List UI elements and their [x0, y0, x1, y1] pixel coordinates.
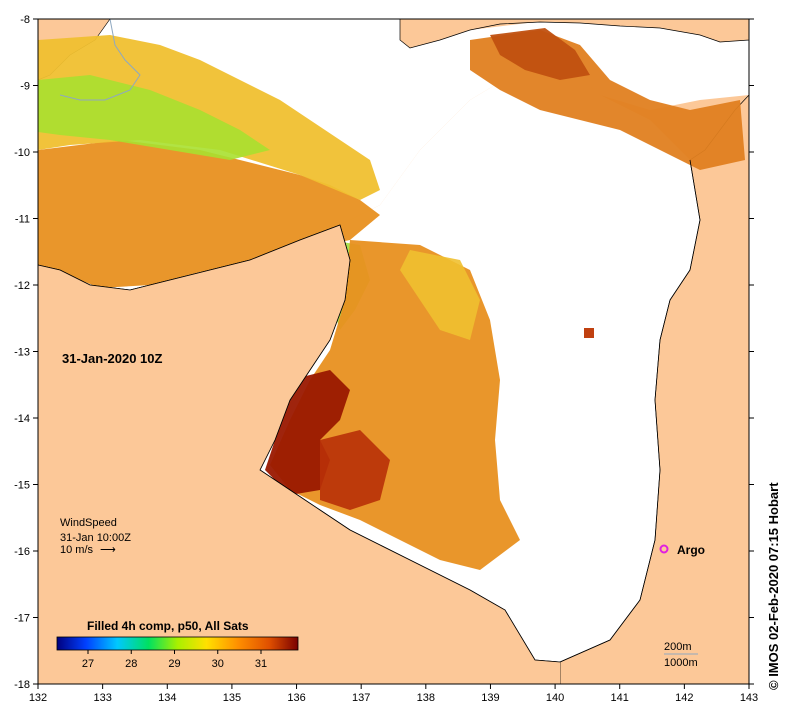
- x-tick-label: 140: [546, 692, 564, 704]
- y-tick-label: -10: [14, 147, 30, 159]
- colorbar-title: Filled 4h comp, p50, All Sats: [87, 619, 249, 633]
- y-tick-label: -18: [14, 679, 30, 691]
- x-tick-label: 139: [481, 692, 499, 704]
- x-tick-label: 133: [93, 692, 111, 704]
- wind-arrow-icon: ⟶: [100, 544, 116, 556]
- sst-hot-north: [490, 28, 590, 80]
- y-tick-label: -9: [20, 81, 30, 93]
- northern-territory-land: [38, 225, 560, 684]
- wind-scale-label: 10 m/s: [60, 544, 94, 556]
- colorbar-tick-label: 30: [212, 658, 224, 670]
- x-tick-label: 135: [223, 692, 241, 704]
- new-guinea-coast: [399, 19, 749, 49]
- wind-title: WindSpeed: [60, 517, 117, 529]
- sst-hotspot: [584, 328, 594, 338]
- depth-label-1000m: 1000m: [664, 657, 698, 669]
- y-tick-label: -16: [14, 546, 30, 558]
- coastline-arnhem: [38, 224, 561, 663]
- colorbar-tick-label: 27: [82, 658, 94, 670]
- x-tick-label: 138: [417, 692, 435, 704]
- colorbar-tick-label: 28: [125, 658, 137, 670]
- colorbar-ticks: 27 28 29 30 31: [82, 650, 267, 670]
- y-tick-label: -17: [14, 613, 30, 625]
- y-tick-label: -12: [14, 280, 30, 292]
- y-tick-label: -13: [14, 347, 30, 359]
- y-tick-label: -11: [15, 214, 30, 226]
- colorbar-tick-label: 29: [168, 658, 180, 670]
- argo-label: Argo: [677, 543, 705, 557]
- colorbar: [56, 636, 299, 651]
- sst-cool-band: [38, 75, 270, 160]
- x-tick-label: 142: [675, 692, 693, 704]
- y-tick-label: -15: [14, 480, 30, 492]
- credit-text: © IMOS 02-Feb-2020 07:15 Hobart: [766, 482, 781, 690]
- x-tick-label: 143: [740, 692, 758, 704]
- argo-marker-icon: [659, 544, 669, 554]
- y-tick-label: -14: [14, 413, 30, 425]
- colorbar-tick-label: 31: [255, 658, 267, 670]
- coastline-cape-york: [559, 159, 701, 663]
- y-axis: -8 -9 -10 -11 -12 -13 -14 -15 -16 -17 -18: [14, 14, 754, 691]
- x-tick-label: 141: [611, 692, 629, 704]
- river: [59, 19, 141, 101]
- x-tick-label: 134: [158, 692, 176, 704]
- y-tick-label: -8: [20, 14, 30, 26]
- wind-time: 31-Jan 10:00Z: [60, 532, 131, 544]
- x-tick-label: 136: [287, 692, 305, 704]
- depth-label-200m: 200m: [664, 641, 692, 653]
- x-axis: 132 133 134 135 136 137 138 139 140 141 142 143: [29, 684, 758, 704]
- x-tick-label: 132: [29, 692, 47, 704]
- sst-hot-south: [320, 430, 390, 510]
- x-tick-label: 137: [352, 692, 370, 704]
- sst-gulf-mild: [400, 250, 480, 340]
- timestamp-label: 31-Jan-2020 10Z: [62, 351, 163, 366]
